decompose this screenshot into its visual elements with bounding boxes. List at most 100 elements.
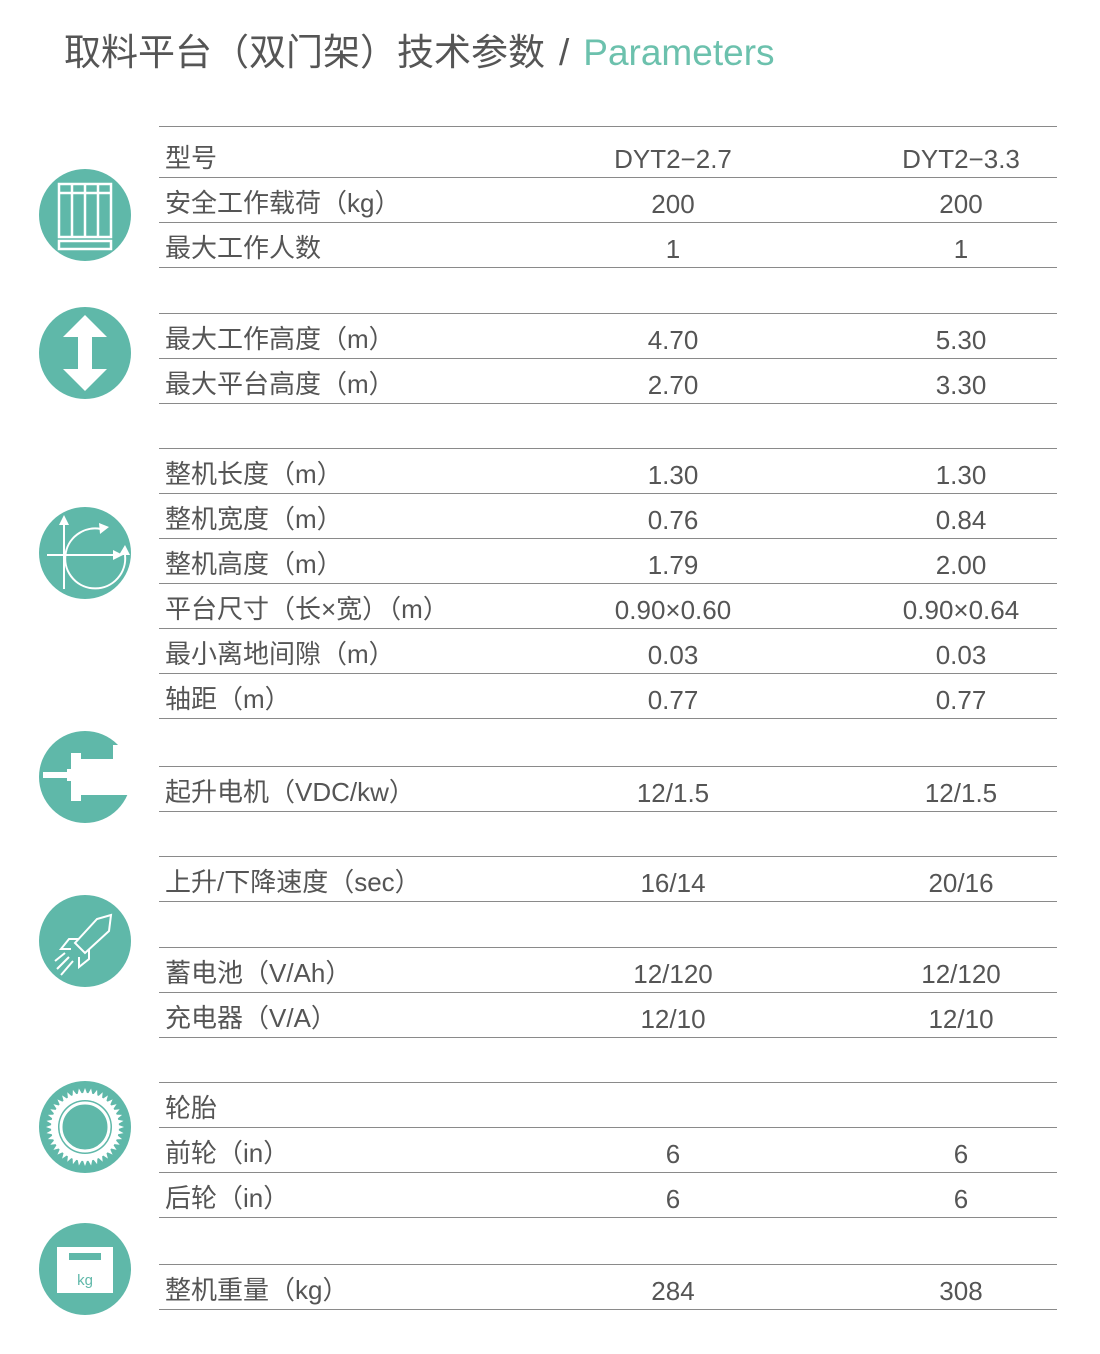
height-arrow-icon <box>39 307 131 399</box>
value-model-2: 12/10 <box>928 1004 994 1034</box>
table-row: 整机长度（m） 1.30 1.30 <box>159 449 1057 494</box>
tire-tooth <box>87 1159 93 1166</box>
value-model-2: 0.03 <box>935 640 987 670</box>
param-label: 型号 <box>165 143 218 173</box>
value-model-2: 0.84 <box>935 505 987 535</box>
tire-tooth <box>97 1092 103 1099</box>
value-model-1: 1.79 <box>647 550 699 580</box>
param-label: 最小离地间隙（m） <box>165 639 395 669</box>
tire-tooth <box>113 1109 120 1115</box>
tire-tooth <box>117 1119 124 1125</box>
table-row: 最大平台高度（m） 2.70 3.30 <box>159 359 1057 404</box>
tire-tooth <box>87 1088 93 1095</box>
param-group: 轮胎 前轮（in） 6 6 后轮（in） 6 6 <box>159 1082 1057 1218</box>
table-row: 整机宽度（m） 0.76 0.84 <box>159 494 1057 539</box>
value-model-2: 200 <box>939 189 983 219</box>
table-row: 安全工作载荷（kg） 200 200 <box>159 178 1057 223</box>
tire-tooth <box>115 1114 123 1119</box>
tire-tooth <box>53 1104 60 1110</box>
param-label: 后轮（in） <box>165 1183 290 1213</box>
tire-tooth <box>117 1124 124 1130</box>
table-row: 平台尺寸（长×宽）（m） 0.90×0.60 0.90×0.64 <box>159 584 1057 629</box>
tire-tooth <box>93 1089 98 1097</box>
tire-tooth <box>93 1157 98 1165</box>
value-model-2: 12/1.5 <box>924 778 998 808</box>
value-model-1: 16/14 <box>640 868 706 898</box>
value-model-1: 6 <box>665 1139 681 1169</box>
param-group: 上升/下降速度（sec） 16/14 20/16 <box>159 856 1057 902</box>
tire-tooth <box>106 1099 113 1106</box>
table-row: 最大工作高度（m） 4.70 5.30 <box>159 314 1057 359</box>
param-group: 起升电机（VDC/kw） 12/1.5 12/1.5 <box>159 766 1057 812</box>
table-row: 前轮（in） 6 6 <box>159 1128 1057 1173</box>
param-label: 整机重量（kg） <box>165 1275 349 1305</box>
param-group: 整机重量（kg） 284 308 <box>159 1264 1057 1310</box>
tire-tooth <box>50 1109 57 1115</box>
tire-tooth <box>50 1139 57 1145</box>
value-model-2: 6 <box>953 1139 969 1169</box>
tire-tooth <box>117 1129 124 1135</box>
tire-tooth <box>62 1095 68 1102</box>
value-model-1: 2.70 <box>647 370 699 400</box>
table-row: 充电器（V/A） 12/10 12/10 <box>159 993 1057 1038</box>
tire-tooth <box>53 1144 60 1150</box>
tire-tooth <box>67 1155 73 1162</box>
value-model-1: 1 <box>665 234 681 264</box>
table-row: 最大工作人数 1 1 <box>159 223 1057 268</box>
tire-tooth <box>67 1092 73 1099</box>
tire-tooth <box>46 1129 53 1135</box>
tire-tooth <box>77 1159 83 1166</box>
title-en: Parameters <box>583 32 775 73</box>
param-label: 蓄电池（V/Ah） <box>165 958 352 988</box>
value-model-1: 12/10 <box>640 1004 706 1034</box>
param-label: 最大工作人数 <box>165 233 322 263</box>
tire-icon <box>39 1081 131 1173</box>
value-model-2: 5.30 <box>935 325 987 355</box>
tire-tooth <box>77 1088 83 1095</box>
table-row: 最小离地间隙（m） 0.03 0.03 <box>159 629 1057 674</box>
param-group: 整机长度（m） 1.30 1.30 整机宽度（m） 0.76 0.84 整机高度（m） 1.7… <box>159 448 1057 719</box>
param-group: 型号 DYT2−2.7 DYT2−3.3 安全工作载荷（kg） 200 200 最大工作人数… <box>159 126 1057 268</box>
table-row: 轮胎 <box>159 1083 1057 1128</box>
tire-tooth <box>62 1152 68 1159</box>
tire-tooth <box>110 1144 117 1150</box>
value-model-1: DYT2−2.7 <box>614 144 732 174</box>
tire-tooth <box>82 1159 88 1166</box>
motor-icon <box>39 731 131 823</box>
tire-tooth <box>72 1157 77 1165</box>
rocket-icon <box>39 895 131 987</box>
value-model-2: 0.90×0.64 <box>902 595 1020 625</box>
param-label: 整机高度（m） <box>165 549 343 579</box>
tire-tooth <box>46 1119 53 1125</box>
tire-tooth <box>110 1104 117 1110</box>
weight-icon: kg <box>39 1223 131 1315</box>
param-label: 整机长度（m） <box>165 459 343 489</box>
value-model-1: 4.70 <box>647 325 699 355</box>
value-model-2: 6 <box>953 1184 969 1214</box>
value-model-1: 6 <box>665 1184 681 1214</box>
platform-icon <box>39 169 131 261</box>
param-label: 轴距（m） <box>165 684 291 714</box>
value-model-2: 2.00 <box>935 550 987 580</box>
param-group: 最大工作高度（m） 4.70 5.30 最大平台高度（m） 2.70 3.30 <box>159 313 1057 404</box>
value-model-1: 0.76 <box>647 505 699 535</box>
value-model-1: 0.77 <box>647 685 699 715</box>
value-model-1: 12/1.5 <box>636 778 710 808</box>
value-model-1: 0.03 <box>647 640 699 670</box>
param-label: 最大工作高度（m） <box>165 324 395 354</box>
value-model-2: 1 <box>953 234 969 264</box>
param-label: 充电器（V/A） <box>165 1003 337 1033</box>
value-model-2: 308 <box>939 1276 983 1306</box>
param-label: 最大平台高度（m） <box>165 369 395 399</box>
title-cn: 取料平台（双门架）技术参数 <box>64 32 545 73</box>
tire-tooth <box>102 1095 108 1102</box>
tire-tooth <box>113 1139 120 1145</box>
value-model-2: 12/120 <box>921 959 1001 989</box>
value-model-2: 1.30 <box>935 460 987 490</box>
title-separator: / <box>559 32 570 73</box>
value-model-2: 3.30 <box>935 370 987 400</box>
value-model-1: 0.90×0.60 <box>614 595 732 625</box>
table-row: 起升电机（VDC/kw） 12/1.5 12/1.5 <box>159 767 1057 812</box>
tire-tooth <box>82 1088 88 1095</box>
table-row: 轴距（m） 0.77 0.77 <box>159 674 1057 719</box>
